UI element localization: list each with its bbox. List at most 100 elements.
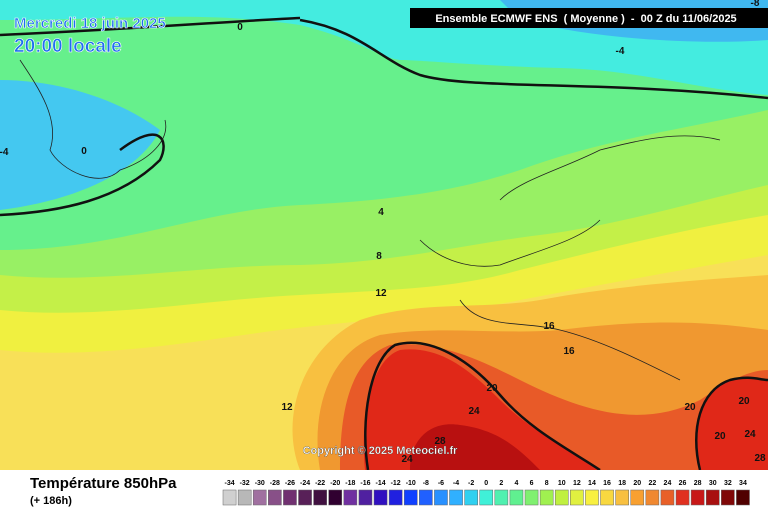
legend-swatch	[585, 489, 599, 506]
contour-label: -4	[616, 46, 625, 57]
contour-label: -8	[751, 0, 760, 9]
legend-swatch	[358, 489, 373, 506]
legend-label: 16	[603, 480, 611, 487]
legend-label: 10	[558, 480, 566, 487]
footer-lead: (+ 186h)	[30, 495, 72, 507]
isotherm-0	[0, 16, 768, 100]
legend-label: -30	[255, 480, 265, 487]
contour-label: 4	[378, 207, 384, 218]
map	[0, 0, 768, 472]
contour-label: 20	[684, 402, 696, 413]
legend-swatch	[252, 489, 267, 506]
legend-swatch	[283, 489, 297, 506]
contour-label: 0	[237, 22, 243, 33]
legend-swatch	[509, 489, 524, 506]
legend-label: -14	[375, 480, 385, 487]
legend-label: 34	[739, 480, 747, 487]
legend-label: 18	[618, 480, 626, 487]
legend-label: -22	[315, 480, 325, 487]
contour-label: 0	[81, 146, 87, 157]
legend-swatch	[419, 489, 433, 506]
legend-swatch	[554, 489, 569, 506]
legend-swatch	[479, 489, 494, 506]
legend-swatch	[615, 489, 629, 506]
legend-label: -12	[391, 480, 401, 487]
legend-swatch	[721, 489, 735, 506]
coastlines	[19, 59, 721, 381]
legend-swatch	[403, 489, 418, 506]
contour-label: 12	[281, 402, 293, 413]
contour-label: 28	[754, 453, 766, 464]
legend-label: 26	[679, 480, 687, 487]
legend-swatch	[449, 489, 463, 506]
legend: -34 -32 -30 -28 -26 -24 -22 -20 -18 -16 -14 -12 -10-…	[222, 480, 750, 506]
legend-label: -2	[468, 480, 474, 487]
legend-swatch	[237, 489, 252, 506]
contour-label: 20	[486, 383, 498, 394]
band-cold-west	[0, 80, 160, 210]
legend-label: -28	[270, 480, 280, 487]
legend-label: -32	[240, 480, 250, 487]
legend-label: 30	[709, 480, 717, 487]
legend-label: 24	[664, 480, 672, 487]
legend-label: 2	[499, 480, 503, 487]
legend-label: 32	[724, 480, 732, 487]
legend-label: -18	[345, 480, 355, 487]
legend-label: -16	[360, 480, 370, 487]
legend-label: 14	[588, 480, 596, 487]
legend-swatch	[313, 489, 327, 506]
legend-label: -6	[438, 480, 444, 487]
legend-swatch	[600, 489, 614, 506]
contour-label: 16	[563, 346, 575, 357]
footer-title: Température 850hPa	[30, 475, 177, 492]
legend-label: -8	[423, 480, 429, 487]
legend-label: 20	[633, 480, 641, 487]
legend-swatch	[705, 489, 720, 506]
isotherm-24-east	[695, 376, 768, 471]
legend-label: -10	[406, 480, 416, 487]
contour-label: 24	[744, 429, 756, 440]
legend-swatch	[494, 489, 509, 506]
legend-swatch	[675, 489, 690, 506]
legend-label: 12	[573, 480, 581, 487]
legend-label: 4	[514, 480, 518, 487]
legend-label: 0	[484, 480, 488, 487]
legend-label: 6	[530, 480, 534, 487]
legend-swatch	[464, 489, 478, 506]
legend-swatch	[328, 489, 343, 506]
model-info: Ensemble ECMWF ENS ( Moyenne ) - 00 Z du…	[435, 13, 736, 25]
legend-swatch	[388, 489, 403, 506]
contour-label: 16	[543, 321, 555, 332]
legend-swatch	[298, 489, 312, 506]
legend-swatch	[222, 489, 237, 506]
contour-label: 28	[434, 436, 446, 447]
copyright: Copyright © 2025 Meteociel.fr	[303, 445, 459, 457]
legend-label: 28	[694, 480, 702, 487]
legend-label: -20	[330, 480, 340, 487]
legend-label: 8	[545, 480, 549, 487]
legend-swatch	[373, 489, 388, 506]
legend-label: -4	[453, 480, 459, 487]
legend-swatch	[434, 489, 448, 506]
isotherm-0-west	[0, 133, 165, 217]
contour-labels: 0 -4 -8 0 -4 4 8 12 16 16 20 24 28 24 12…	[0, 0, 766, 465]
legend-swatch	[343, 489, 358, 506]
legend-label: -24	[300, 480, 310, 487]
date: Mercredi 18 juin 2025	[14, 15, 166, 32]
legend-swatch	[690, 489, 705, 506]
legend-label: 22	[648, 480, 656, 487]
legend-swatch	[268, 489, 282, 506]
legend-swatch	[645, 489, 660, 506]
legend-swatch	[539, 489, 554, 506]
legend-label: -34	[224, 480, 234, 487]
legend-label: -26	[285, 480, 295, 487]
legend-swatch	[570, 489, 584, 506]
model-banner	[410, 8, 768, 28]
legend-swatch	[630, 489, 645, 506]
band-28	[410, 424, 540, 470]
isotherm-24	[364, 341, 601, 472]
band-24-east	[696, 377, 768, 470]
time: 20:00 locale	[14, 36, 122, 57]
contour-label: 20	[714, 431, 726, 442]
